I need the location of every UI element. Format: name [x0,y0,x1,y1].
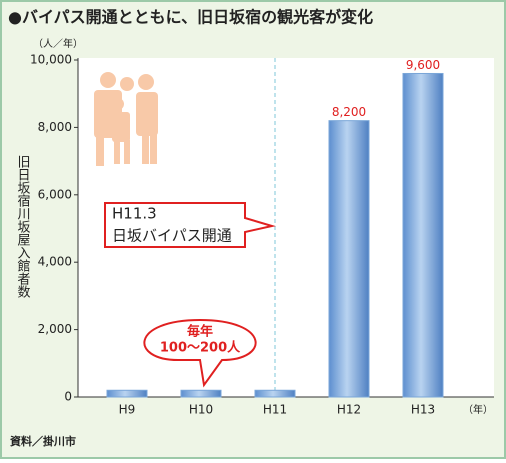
value-label: 9,600 [406,58,440,72]
source: 資料／掛川市 [10,434,76,448]
y-unit: （人／年） [33,37,83,50]
y-axis-label: 旧日坂宿川坂屋入館者数 [15,155,31,298]
x-tick-label: H13 [411,403,435,417]
x-tick-label: H12 [337,403,361,417]
y-tick-label: 6,000 [38,187,72,201]
x-unit: （年） [463,403,493,416]
y-tick-label: 10,000 [30,53,72,67]
annotation: 100〜200人 [160,340,241,356]
y-tick-label: 8,000 [38,120,72,134]
chart-title: ●バイパス開通とともに、旧日坂宿の観光客が変化 [8,8,373,27]
x-tick-label: H11 [263,403,287,417]
value-label: 8,200 [332,105,366,119]
x-tick-label: H10 [189,403,213,417]
annotation: 日坂バイパス開通 [112,227,232,245]
y-tick-label: 2,000 [38,322,72,336]
annotation: 毎年 [187,324,213,340]
bar [180,389,222,398]
callout-box [104,202,276,248]
bar [328,120,370,398]
bar [402,72,444,398]
bar [254,389,296,398]
family-icon [94,72,158,166]
y-tick-label: 4,000 [38,255,72,269]
annotations: H11.3 日坂バイパス開通 毎年 100〜200人 [104,202,276,388]
bar [106,389,148,398]
annotation: H11.3 [112,205,157,223]
callout-bubble [143,318,257,388]
y-tick-label: 0 [64,390,72,404]
x-tick-label: H9 [119,403,136,417]
